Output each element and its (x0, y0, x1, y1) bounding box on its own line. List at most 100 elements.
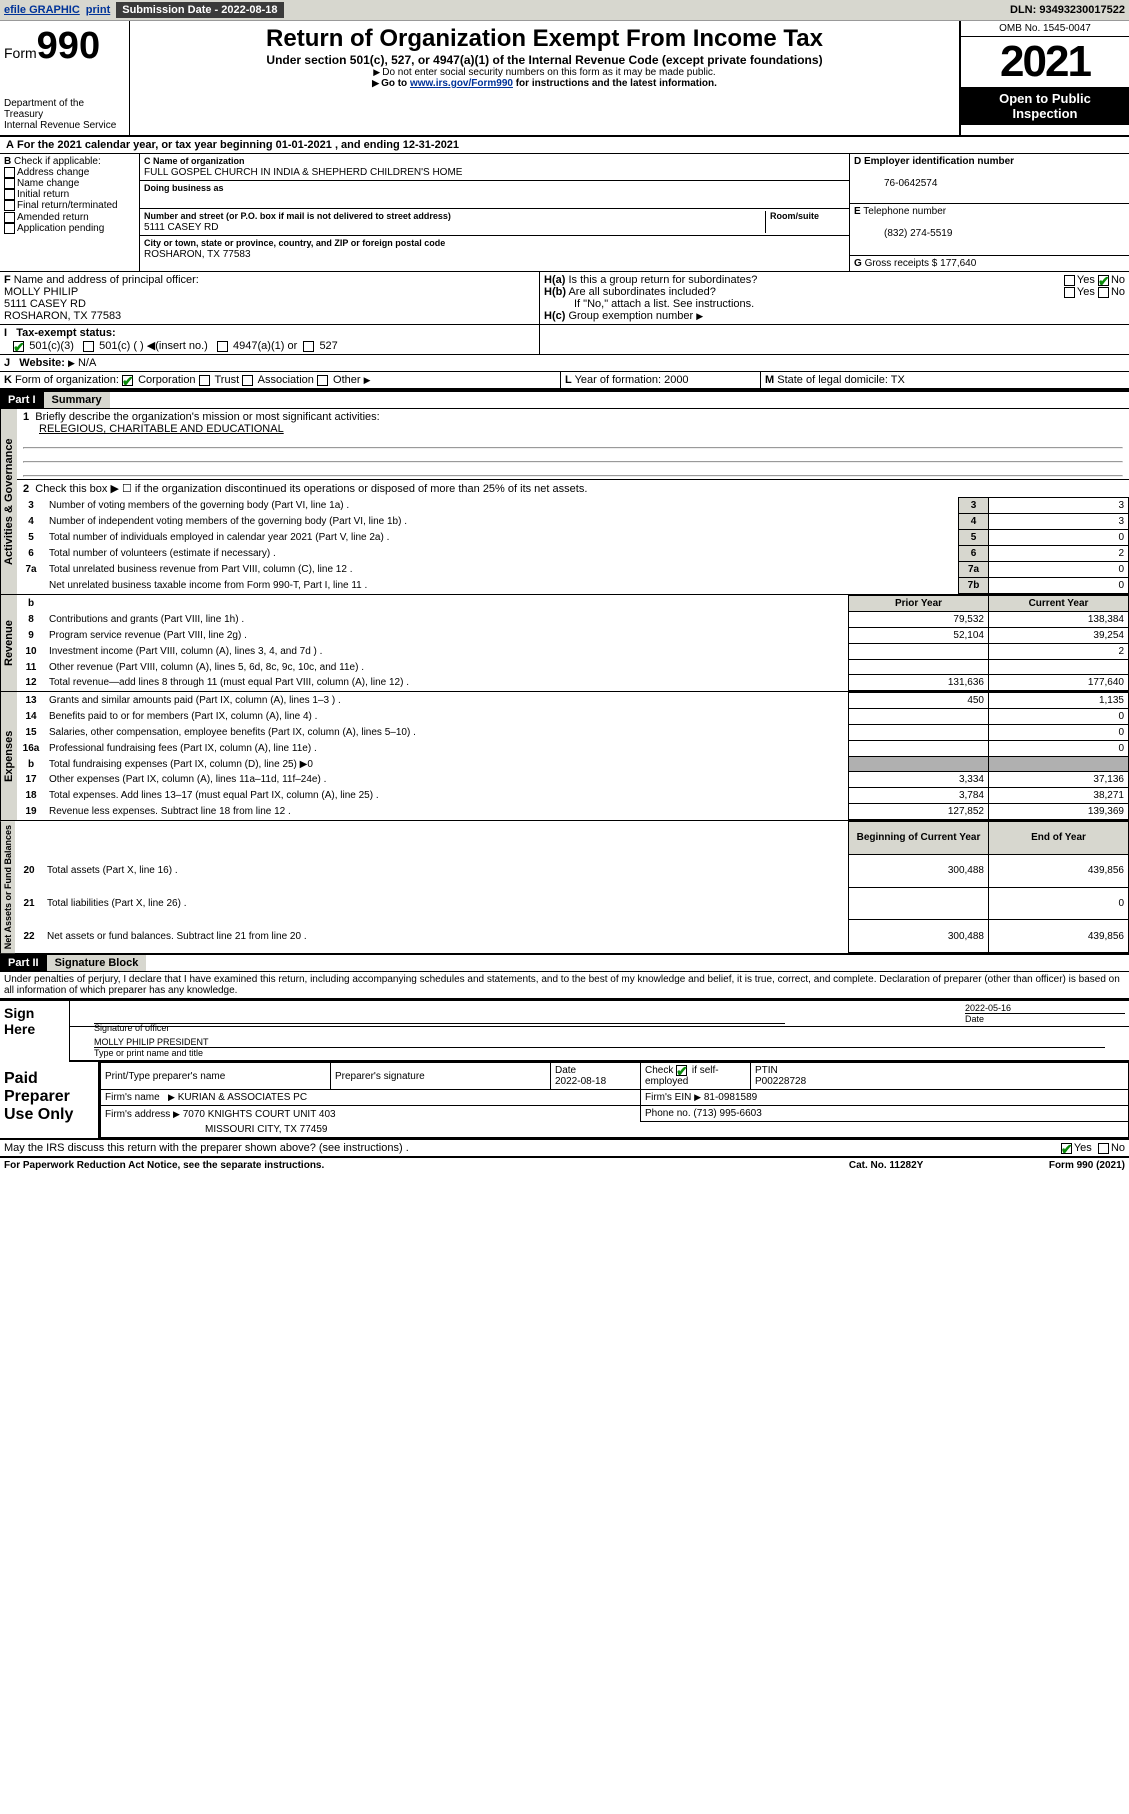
gross-value: 177,640 (940, 258, 976, 269)
cb-other[interactable] (317, 375, 328, 386)
c-name-lab: Name of organization (153, 156, 245, 166)
ptin-val: P00228728 (755, 1076, 806, 1087)
corp: Corporation (138, 374, 195, 386)
governance-block: Activities & Governance 1 Briefly descri… (0, 409, 1129, 594)
no: No (1111, 274, 1125, 286)
submission-date-box: Submission Date - 2022-08-18 (116, 2, 283, 18)
cb-501c3[interactable] (13, 341, 24, 352)
yes: Yes (1077, 274, 1095, 286)
cb-527[interactable] (303, 341, 314, 352)
cb-final[interactable] (4, 200, 15, 211)
room-lab: Room/suite (770, 211, 819, 221)
cb-initial[interactable] (4, 189, 15, 200)
officer-addr2: ROSHARON, TX 77583 (4, 310, 121, 322)
ha-text: Is this a group return for subordinates? (568, 274, 757, 286)
cb-discuss-yes[interactable] (1061, 1143, 1072, 1154)
officer-name: MOLLY PHILIP (4, 286, 78, 298)
assoc: Association (258, 374, 314, 386)
date-lab: Date (965, 1013, 1125, 1024)
note-ssn: Do not enter social security numbers on … (134, 67, 955, 78)
m-val: TX (891, 374, 905, 386)
form-header: Form990 Department of the Treasury Inter… (0, 21, 1129, 137)
prep-title: Paid Preparer Use Only (0, 1062, 100, 1138)
col-d: D Employer identification number 76-0642… (849, 154, 1129, 271)
expenses-block: Expenses 13Grants and similar amounts pa… (0, 691, 1129, 820)
org-name: FULL GOSPEL CHURCH IN INDIA & SHEPHERD C… (144, 167, 462, 178)
signer-name: MOLLY PHILIP PRESIDENT (94, 1037, 1105, 1048)
cb-address-change[interactable] (4, 167, 15, 178)
mission-text: RELEGIOUS, CHARITABLE AND EDUCATIONAL (23, 423, 284, 435)
form-num: 990 (37, 25, 100, 67)
cb-hb-yes[interactable] (1064, 287, 1075, 298)
col-b: B Check if applicable: Address change Na… (0, 154, 140, 271)
prep-c2: Preparer's signature (335, 1071, 425, 1082)
form-subtitle: Under section 501(c), 527, or 4947(a)(1)… (134, 53, 955, 67)
ptin-lab: PTIN (755, 1065, 778, 1076)
firm-ein: 81-0981589 (704, 1092, 757, 1103)
cb-assoc[interactable] (242, 375, 253, 386)
form-number: Form990 (4, 25, 125, 68)
line-a-text: For the 2021 calendar year, or tax year … (17, 139, 459, 151)
arrow-icon (694, 1092, 701, 1103)
vtext-gov: Activities & Governance (0, 409, 17, 594)
hb-text: Are all subordinates included? (568, 286, 715, 298)
cb-pending[interactable] (4, 223, 15, 234)
ein-value: 76-0642574 (854, 178, 937, 189)
firm-lab: Firm's name (105, 1092, 160, 1103)
vtext-net: Net Assets or Fund Balances (0, 821, 15, 953)
cb-discuss-no[interactable] (1098, 1143, 1109, 1154)
cb-amended[interactable] (4, 212, 15, 223)
part2-header: Part IISignature Block (0, 953, 1129, 972)
ein-lab: Employer identification number (864, 156, 1014, 167)
sig-lab: Signature of officer (94, 1023, 785, 1033)
cb-501c[interactable] (83, 341, 94, 352)
org-address: 5111 CASEY RD (144, 222, 218, 233)
part1-hdr: Part I (0, 392, 44, 408)
declaration: Under penalties of perjury, I declare th… (0, 972, 1129, 999)
gross-lab: Gross receipts $ (865, 258, 938, 269)
cb-trust[interactable] (199, 375, 210, 386)
ph-lab: Phone no. (645, 1108, 691, 1119)
vtext-rev: Revenue (0, 595, 17, 691)
cb-hb-no[interactable] (1098, 287, 1109, 298)
note2-pre: Go to (381, 78, 410, 89)
l-val: 2000 (664, 374, 688, 386)
org-info-block: B Check if applicable: Address change Na… (0, 154, 1129, 272)
firm-phone: (713) 995-6603 (693, 1108, 761, 1119)
irs-label: Internal Revenue Service (4, 120, 125, 131)
cb-self-employed[interactable] (676, 1065, 687, 1076)
print-link[interactable]: print (86, 4, 110, 16)
opt-initial: Initial return (17, 189, 69, 200)
cb-ha-yes[interactable] (1064, 275, 1075, 286)
hc-text: Group exemption number (568, 310, 693, 322)
cb-ha-no[interactable] (1098, 275, 1109, 286)
prep-c3: Date (555, 1065, 576, 1076)
row-fh: F Name and address of principal officer:… (0, 272, 1129, 325)
hb-note: If "No," attach a list. See instructions… (544, 298, 1125, 310)
dba-lab: Doing business as (144, 183, 224, 193)
cb-name-change[interactable] (4, 178, 15, 189)
part2-hdr: Part II (0, 955, 47, 971)
netassets-block: Net Assets or Fund Balances Beginning of… (0, 820, 1129, 953)
cb-4947[interactable] (217, 341, 228, 352)
part1-header: Part ISummary (0, 390, 1129, 409)
irs-link[interactable]: www.irs.gov/Form990 (410, 78, 513, 89)
c3: 501(c)(3) (29, 340, 74, 352)
prep-c1: Print/Type preparer's name (105, 1071, 225, 1082)
arrow-icon (696, 310, 703, 322)
efile-link[interactable]: efile GRAPHIC (4, 4, 80, 16)
yes3: Yes (1074, 1142, 1092, 1154)
city-lab: City or town, state or province, country… (144, 238, 445, 248)
row-j: J Website: N/A (0, 355, 1129, 372)
officer-addr1: 5111 CASEY RD (4, 298, 86, 310)
firm-addr2: MISSOURI CITY, TX 77459 (105, 1124, 327, 1135)
firm-addr-lab: Firm's address (105, 1109, 170, 1120)
part1-title: Summary (44, 392, 110, 408)
sign-date: 2022-05-16 (965, 1003, 1011, 1013)
governance-table: 3Number of voting members of the governi… (17, 497, 1129, 594)
col-prior: Prior Year (849, 596, 989, 612)
col-curr: Current Year (989, 596, 1129, 612)
k-lab: Form of organization: (15, 374, 119, 386)
c-blank: 501(c) ( ) (99, 340, 144, 352)
cb-corp[interactable] (122, 375, 133, 386)
